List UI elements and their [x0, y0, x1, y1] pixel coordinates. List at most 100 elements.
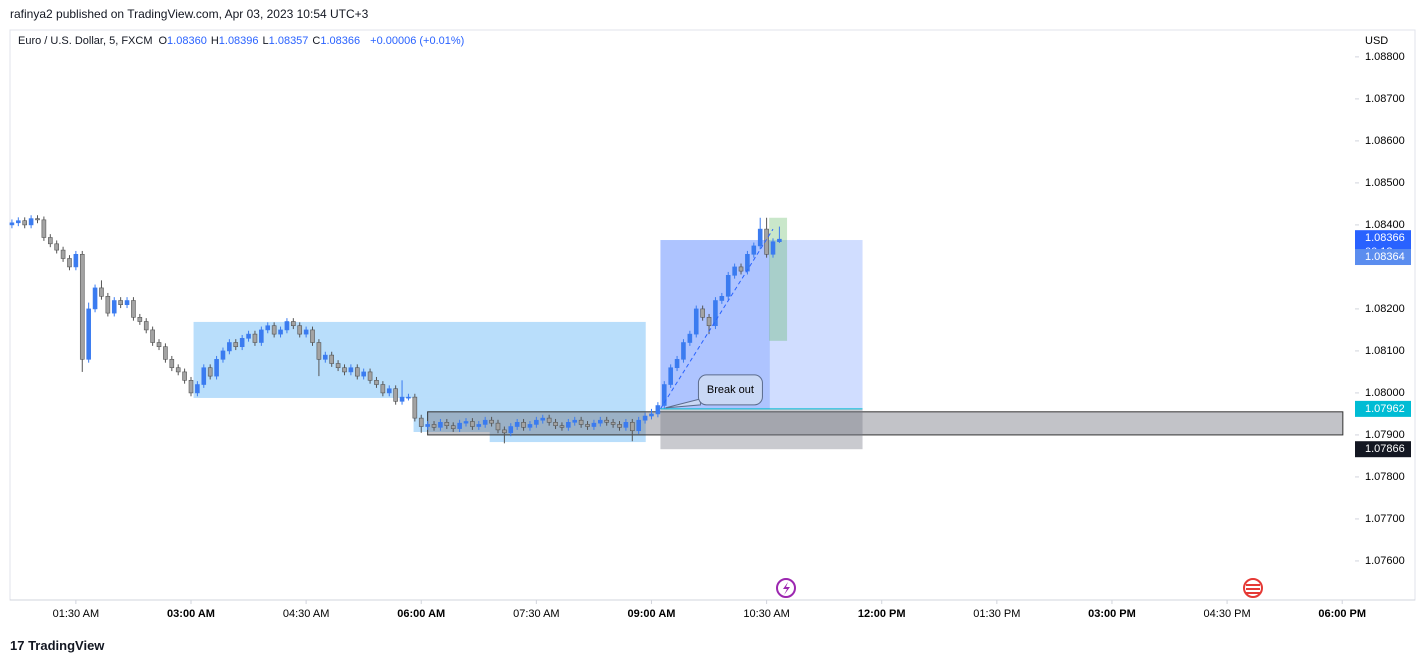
x-tick-label: 09:00 AM [628, 608, 676, 620]
candle-body [131, 300, 136, 318]
candle-body [399, 396, 405, 402]
candle-body [207, 367, 213, 377]
candle-body [143, 321, 149, 331]
candle-body [476, 424, 482, 427]
candle-body [559, 425, 565, 428]
candle-body [156, 342, 162, 348]
price-label: 1.08366 [1365, 232, 1405, 244]
candle-body [412, 396, 418, 419]
price-label-bg [1355, 400, 1411, 417]
candle-body [540, 417, 546, 421]
price-label: 1.08364 [1365, 251, 1405, 263]
ohlc: O1.08360 H1.08396 L1.08357 C1.08366 [158, 35, 364, 47]
candle-body [28, 218, 34, 226]
candle-body [342, 367, 347, 373]
candle-body [431, 424, 437, 428]
ohlc-value: 1.08366 [320, 35, 361, 47]
y-tick-label: 1.07900 [1365, 429, 1405, 441]
candle-body [195, 384, 200, 394]
candle-body [73, 254, 79, 268]
candle-body [661, 384, 667, 406]
candle-body [271, 325, 277, 335]
zone [427, 411, 1344, 436]
ohlc-value: 1.08360 [167, 35, 207, 47]
candle-body [393, 388, 398, 402]
symbol: Euro / U.S. Dollar, 5, FXCM [18, 35, 153, 47]
candle-body [22, 220, 28, 226]
candle-body [598, 419, 603, 424]
candle-body [489, 419, 494, 424]
y-tick-label: 1.08000 [1365, 387, 1405, 399]
candle-body [438, 422, 443, 428]
change: +0.00006 (+0.01%) [370, 35, 465, 47]
candle-body [655, 405, 661, 415]
candle-body [188, 380, 194, 394]
candle-body [777, 238, 782, 243]
candle-body [546, 417, 552, 423]
candle-body [16, 220, 21, 224]
candle-body [111, 300, 117, 314]
candle-body [418, 417, 424, 427]
candle-body [67, 258, 72, 268]
candle-body [649, 413, 654, 417]
x-tick-label: 03:00 PM [1088, 608, 1136, 620]
y-tick-label: 1.08400 [1365, 219, 1405, 231]
candle-body [9, 222, 15, 226]
candle-body [367, 371, 373, 381]
callout [697, 374, 763, 406]
candle-body [719, 296, 725, 301]
candle-body [41, 219, 47, 238]
candle-body [629, 422, 635, 432]
candle-body [335, 363, 341, 369]
candle-body [361, 371, 366, 377]
candle-body [265, 325, 271, 331]
zone [660, 408, 863, 450]
candle-body [124, 300, 130, 306]
candle-body [693, 308, 699, 335]
candle-body [380, 384, 386, 394]
ohlc-value: 1.08357 [268, 35, 309, 47]
candle-body [47, 237, 53, 245]
candle-body [303, 329, 309, 335]
candle-body [425, 424, 430, 427]
candle-body [406, 396, 411, 399]
candle-body [751, 245, 757, 255]
candle-body [508, 426, 514, 434]
candle-body [668, 367, 673, 385]
zone [489, 431, 646, 443]
candle-body [732, 266, 737, 276]
candle-body [623, 422, 629, 428]
event-bolt [783, 582, 790, 595]
x-tick-label: 07:30 AM [513, 608, 559, 620]
ohlc-label: L [262, 35, 269, 47]
y-tick-label: 1.08700 [1365, 93, 1405, 105]
ohlc-label: H [210, 35, 219, 47]
candle-body [220, 350, 226, 360]
candle-body [463, 421, 469, 424]
candle-body [591, 422, 597, 427]
candle-body [252, 333, 258, 343]
candle-body [105, 296, 111, 314]
candle-body [617, 424, 622, 428]
trend-line [660, 228, 774, 410]
candle-body [374, 380, 379, 385]
candle-body [495, 422, 501, 431]
candle-body [521, 422, 526, 428]
candle-body [227, 342, 232, 352]
price-label: 1.07866 [1365, 443, 1405, 455]
candle-body [450, 425, 456, 429]
candle-body [233, 342, 239, 348]
candle-body [444, 422, 450, 426]
candle-body [610, 422, 616, 425]
candle-body [527, 424, 533, 428]
candle-body [604, 419, 610, 423]
candle-body [713, 300, 718, 327]
price-label-bg [1355, 249, 1411, 266]
zone [193, 321, 646, 398]
candle-body [291, 321, 296, 327]
candle-body [92, 287, 98, 310]
x-tick-label: 06:00 AM [397, 608, 445, 620]
ohlc-label: C [312, 35, 321, 47]
candle-body [175, 367, 181, 373]
candle-body [137, 317, 143, 322]
